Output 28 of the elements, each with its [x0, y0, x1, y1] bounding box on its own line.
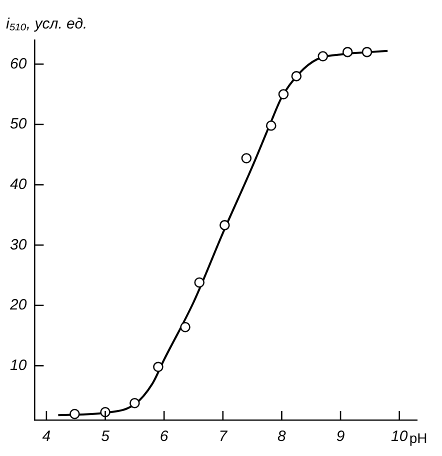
point [130, 398, 140, 408]
y-tick-label: 20 [8, 296, 28, 314]
x-tick-label: 9 [336, 428, 346, 446]
x-tick-label: 4 [42, 428, 51, 446]
point [70, 408, 80, 420]
x-tick-label: 5 [101, 428, 110, 446]
y-tick-label: 60 [10, 55, 28, 72]
point [241, 153, 252, 164]
x-tick-label: 7 [218, 428, 228, 446]
point [318, 51, 328, 62]
point [180, 322, 190, 332]
x-tick-label: 10 [391, 428, 408, 446]
x-tick-label: 8 [278, 428, 287, 446]
y-tick-label: 30 [10, 236, 28, 254]
y-tick-label: 50 [10, 116, 28, 133]
point [266, 120, 276, 131]
y-tick-label: 10 [10, 356, 28, 374]
point [291, 71, 302, 82]
point [220, 220, 230, 230]
point [342, 46, 353, 58]
y-tick-label: 40 [10, 176, 28, 193]
y-axis-title: i₅₁₀, усл. ед. [6, 16, 88, 33]
x-tick-label: 6 [160, 428, 169, 446]
point [278, 89, 289, 100]
point [194, 277, 205, 288]
point [362, 46, 372, 58]
x-axis-title: pH [409, 430, 428, 446]
point [153, 362, 164, 372]
